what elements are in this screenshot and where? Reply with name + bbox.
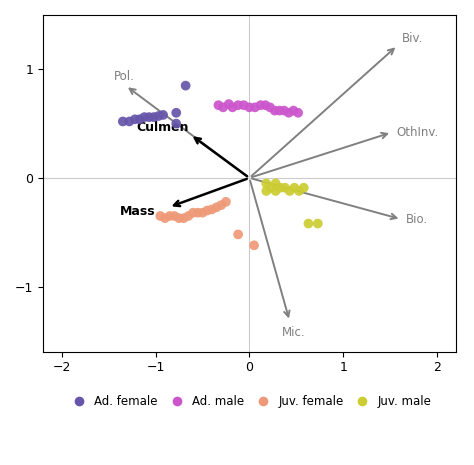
Point xyxy=(266,104,274,111)
Point xyxy=(300,184,308,192)
Point xyxy=(180,214,188,222)
Point xyxy=(213,204,220,211)
Point xyxy=(225,100,233,108)
Point xyxy=(159,111,167,119)
Point xyxy=(136,116,144,123)
Point xyxy=(141,113,148,121)
Point xyxy=(194,209,201,216)
Point xyxy=(280,107,288,114)
Text: Culmen: Culmen xyxy=(136,121,189,134)
Point xyxy=(222,198,230,206)
Point xyxy=(219,104,227,111)
Point xyxy=(291,184,298,192)
Point xyxy=(156,212,164,219)
Point xyxy=(234,101,242,109)
Point xyxy=(203,207,211,214)
Point xyxy=(182,82,190,89)
Text: Biv.: Biv. xyxy=(402,33,424,46)
Point xyxy=(251,104,259,111)
Point xyxy=(208,206,216,213)
Point xyxy=(145,113,153,121)
Text: Bio.: Bio. xyxy=(406,213,428,226)
Point xyxy=(263,179,270,187)
Point xyxy=(126,118,133,125)
Point xyxy=(271,107,279,114)
Point xyxy=(272,187,279,195)
Point xyxy=(246,104,253,111)
Point xyxy=(215,101,222,109)
Point xyxy=(218,201,225,209)
Point xyxy=(262,101,269,109)
Point xyxy=(267,184,275,192)
Text: Pol.: Pol. xyxy=(114,70,135,83)
Point xyxy=(173,109,180,117)
Point xyxy=(171,212,178,219)
Point xyxy=(150,113,157,121)
Point xyxy=(285,109,292,117)
Point xyxy=(173,120,180,127)
Point xyxy=(305,220,312,227)
Text: OthInv.: OthInv. xyxy=(397,126,439,139)
Point xyxy=(286,187,293,195)
Point xyxy=(257,101,264,109)
Text: Mass: Mass xyxy=(120,205,155,218)
Point xyxy=(290,107,297,114)
Point xyxy=(155,113,162,120)
Point xyxy=(161,214,169,222)
Point xyxy=(199,209,206,216)
Point xyxy=(189,209,197,216)
Point xyxy=(228,104,236,111)
Point xyxy=(295,187,303,195)
Point xyxy=(294,109,302,117)
Point xyxy=(276,184,284,192)
Point xyxy=(119,118,127,125)
Point xyxy=(131,116,139,123)
Point xyxy=(250,242,258,249)
Point xyxy=(272,179,279,187)
Point xyxy=(234,231,242,238)
Point xyxy=(281,184,289,192)
Point xyxy=(263,187,270,195)
Point xyxy=(240,101,247,109)
Point xyxy=(175,214,183,222)
Point xyxy=(166,212,173,219)
Point xyxy=(185,212,192,219)
Text: Mic.: Mic. xyxy=(282,326,306,339)
Point xyxy=(275,107,283,114)
Legend: Ad. female, Ad. male, Juv. female, Juv. male: Ad. female, Ad. male, Juv. female, Juv. … xyxy=(63,391,437,413)
Point xyxy=(314,220,322,227)
